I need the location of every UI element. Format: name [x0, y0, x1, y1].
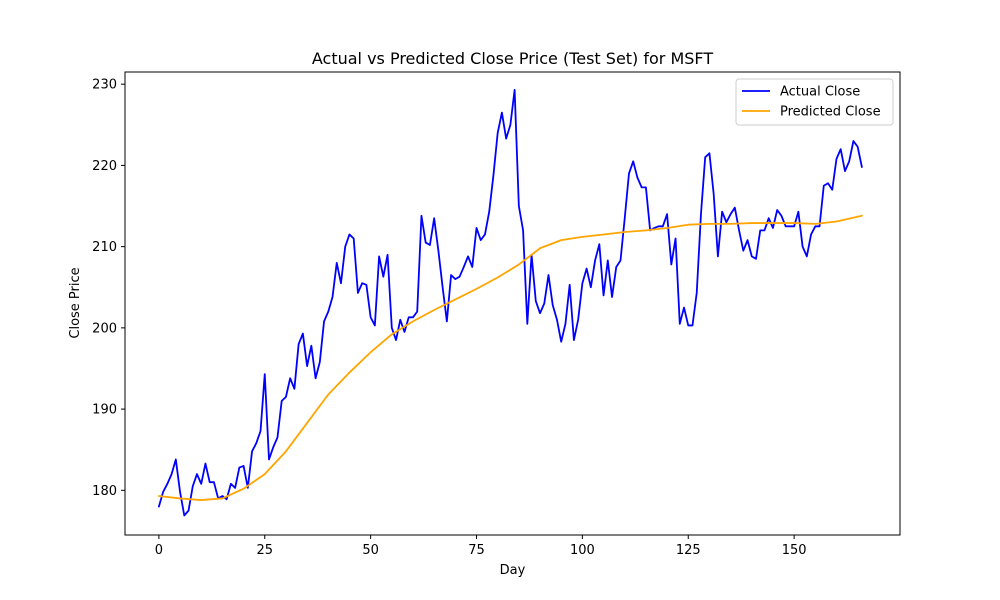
- y-tick-label: 180: [92, 484, 117, 499]
- x-tick-label: 150: [782, 543, 807, 558]
- x-tick-label: 100: [570, 543, 595, 558]
- y-tick-label: 210: [92, 240, 117, 255]
- x-tick-label: 0: [155, 543, 163, 558]
- x-axis: 0 25 50 75 100 125 150: [155, 535, 807, 558]
- series-line-predicted-close: [157, 214, 863, 501]
- y-axis: 180 190 200 210 220 230: [92, 78, 125, 499]
- legend-box: [735, 78, 894, 126]
- legend-label: Predicted Close: [780, 105, 881, 120]
- x-tick-label: 75: [468, 543, 485, 558]
- plot-frame: [124, 71, 901, 536]
- series-line-actual-close: [157, 88, 863, 517]
- y-tick-label: 190: [92, 403, 117, 418]
- x-tick-label: 50: [362, 543, 379, 558]
- chart-marks: [157, 88, 863, 517]
- y-tick-label: 220: [92, 159, 117, 174]
- legend: Actual Close Predicted Close: [735, 78, 894, 126]
- legend-label: Actual Close: [780, 85, 860, 100]
- x-tick-label: 25: [256, 543, 273, 558]
- x-tick-label: 125: [676, 543, 701, 558]
- y-axis-label: Close Price: [68, 267, 83, 338]
- x-axis-label: Day: [500, 563, 526, 578]
- y-tick-label: 200: [92, 321, 117, 336]
- y-tick-label: 230: [92, 78, 117, 93]
- chart-title: Actual vs Predicted Close Price (Test Se…: [312, 49, 713, 68]
- plot-area: [125, 72, 900, 535]
